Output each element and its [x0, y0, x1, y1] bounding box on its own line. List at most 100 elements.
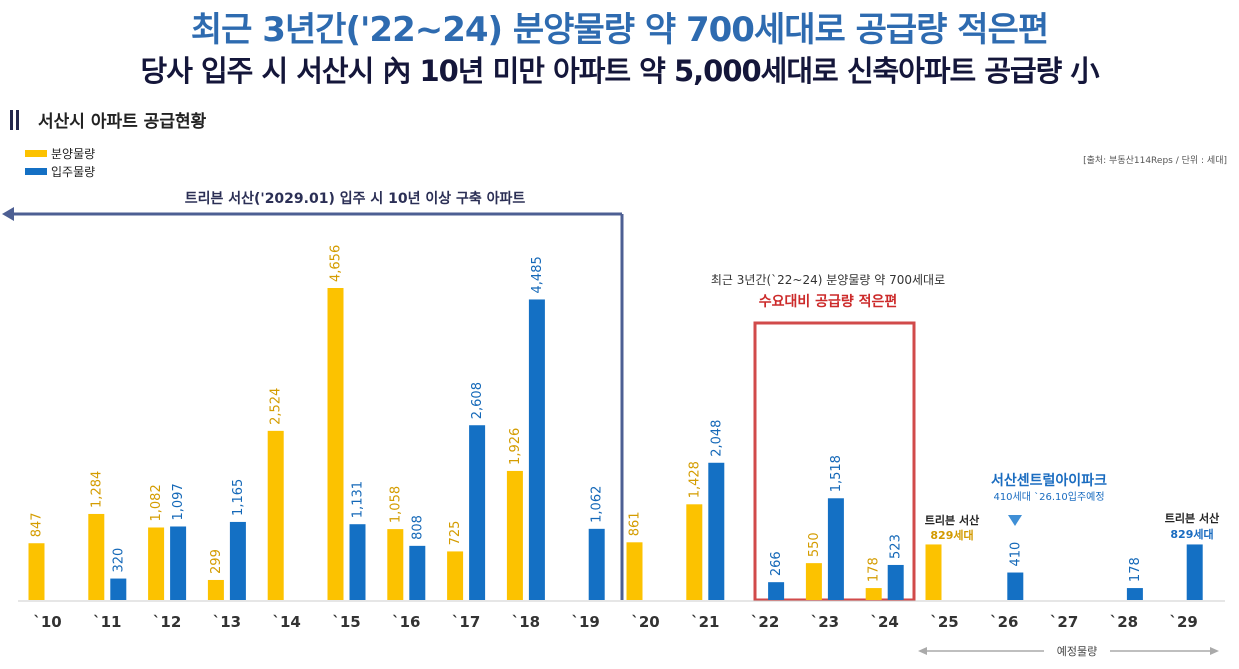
x-tick-label-12: `22	[751, 613, 779, 631]
recent-note: 최근 3년간(`22~24) 분양물량 약 700세대로	[711, 272, 945, 287]
old-apartment-arrow	[2, 207, 624, 600]
bar-move-in-8	[528, 299, 545, 600]
value-label-move-in-9: 1,062	[590, 486, 605, 523]
bar-supply-8	[506, 470, 523, 600]
tv-name-2025: 트리븐 서산	[925, 513, 979, 527]
value-label-supply-8: 1,926	[508, 428, 523, 465]
sc-detail-label: 410세대 `26.10입주예정	[993, 490, 1104, 503]
x-tick-label-18: `28	[1110, 613, 1138, 631]
x-tick-label-4: `14	[273, 613, 301, 631]
value-label-supply-2: 1,082	[149, 484, 164, 521]
value-label-move-in-18: 178	[1128, 557, 1143, 582]
bar-move-in-16	[1007, 572, 1024, 600]
tv-units-2025: 829세대	[930, 528, 973, 542]
value-label-supply-6: 1,058	[388, 486, 403, 523]
main-title: 최근 3년간('22~24) 분양물량 약 700세대로 공급량 적은편	[190, 10, 1049, 50]
bar-move-in-19	[1186, 544, 1203, 600]
value-label-supply-5: 4,656	[329, 245, 344, 282]
x-tick-label-16: `26	[990, 613, 1018, 631]
x-tick-label-2: `12	[153, 613, 181, 631]
value-label-move-in-7: 2,608	[470, 382, 485, 419]
value-label-supply-1: 1,284	[89, 471, 104, 508]
bar-supply-14	[865, 588, 882, 600]
value-label-supply-10: 861	[628, 511, 643, 536]
value-label-supply-14: 178	[867, 557, 882, 582]
down-triangle-icon	[1008, 515, 1022, 526]
x-tick-label-15: `25	[930, 613, 958, 631]
value-label-move-in-6: 808	[410, 515, 425, 540]
planned-label: 예정물량	[1057, 645, 1097, 658]
value-label-move-in-1: 320	[111, 548, 126, 573]
bar-supply-2	[148, 527, 165, 600]
planned-arrow	[918, 647, 1219, 655]
recent-highlight-label: 수요대비 공급량 적은편	[759, 293, 898, 310]
bar-supply-1	[88, 513, 105, 600]
value-label-move-in-13: 1,518	[829, 455, 844, 492]
legend-swatch-move-in	[25, 167, 47, 175]
old-apartment-label: 트리븐 서산('2029.01) 입주 시 10년 이상 구축 아파트	[185, 190, 526, 207]
legend-label-move-in: 입주물량	[51, 164, 96, 179]
value-label-supply-13: 550	[807, 532, 822, 557]
bar-supply-10	[626, 542, 643, 600]
bar-move-in-18	[1126, 588, 1143, 600]
x-tick-label-7: `17	[452, 613, 480, 631]
x-tick-label-13: `23	[811, 613, 839, 631]
bar-supply-13	[805, 563, 822, 600]
x-tick-label-9: `19	[572, 613, 600, 631]
x-tick-label-17: `27	[1050, 613, 1078, 631]
x-tick-label-19: `29	[1170, 613, 1198, 631]
bar-supply-4	[267, 430, 284, 600]
arrow-head-icon	[2, 207, 14, 221]
section-title: 서산시 아파트 공급현황	[38, 112, 207, 132]
chart-legend: 분양물량 입주물량	[25, 144, 95, 180]
bar-supply-7	[447, 551, 464, 600]
value-label-move-in-12: 266	[769, 551, 784, 576]
legend-item-move-in: 입주물량	[25, 162, 95, 180]
bar-move-in-13	[827, 498, 844, 600]
bar-supply-6	[387, 529, 404, 600]
value-label-move-in-5: 1,131	[351, 481, 366, 518]
value-label-move-in-16: 410	[1008, 542, 1023, 567]
value-label-supply-3: 299	[209, 549, 224, 574]
value-label-supply-4: 2,524	[269, 388, 284, 425]
legend-item-supply: 분양물량	[25, 144, 95, 162]
tv-units-2029: 829세대	[1170, 527, 1213, 541]
x-tick-label-14: `24	[871, 613, 899, 631]
value-label-move-in-14: 523	[889, 534, 904, 559]
value-label-move-in-8: 4,485	[530, 256, 545, 293]
x-tick-label-11: `21	[691, 613, 719, 631]
value-label-supply-11: 1,428	[687, 461, 702, 498]
bar-move-in-5	[349, 524, 366, 600]
bar-move-in-3	[229, 521, 246, 600]
x-tick-label-1: `11	[93, 613, 121, 631]
bar-supply-0	[28, 543, 45, 600]
x-tick-label-10: `20	[631, 613, 659, 631]
bars-group: 847 `10 1,284 320 `11 1,082 1,097 `12 299 1,165 `1…	[28, 245, 1203, 631]
value-label-move-in-11: 2,048	[709, 420, 724, 457]
value-label-move-in-2: 1,097	[171, 483, 186, 520]
section-marker	[10, 110, 13, 130]
bar-move-in-1	[110, 578, 127, 600]
sub-title: 당사 입주 시 서산시 內 10년 미만 아파트 약 5,000세대로 신축아파…	[140, 54, 1100, 88]
bar-supply-15	[925, 544, 942, 600]
value-label-supply-7: 725	[448, 521, 463, 546]
bar-supply-3	[207, 579, 224, 600]
x-tick-label-8: `18	[512, 613, 540, 631]
bar-move-in-11	[708, 462, 725, 600]
legend-label-supply: 분양물량	[51, 146, 96, 161]
bar-move-in-9	[588, 528, 605, 600]
tv-name-2029: 트리븐 서산	[1165, 511, 1219, 525]
legend-swatch-supply	[25, 149, 47, 157]
planned-arrow-left-icon	[918, 647, 927, 655]
bar-supply-5	[327, 288, 344, 600]
x-tick-label-5: `15	[332, 613, 360, 631]
planned-arrow-right-icon	[1210, 647, 1219, 655]
x-tick-label-3: `13	[213, 613, 241, 631]
value-label-move-in-3: 1,165	[231, 479, 246, 516]
section-marker-2	[16, 110, 19, 130]
bar-move-in-2	[170, 526, 187, 600]
value-label-supply-0: 847	[30, 512, 45, 537]
sc-name-label: 서산센트럴아이파크	[991, 472, 1107, 489]
bar-move-in-6	[409, 545, 426, 600]
